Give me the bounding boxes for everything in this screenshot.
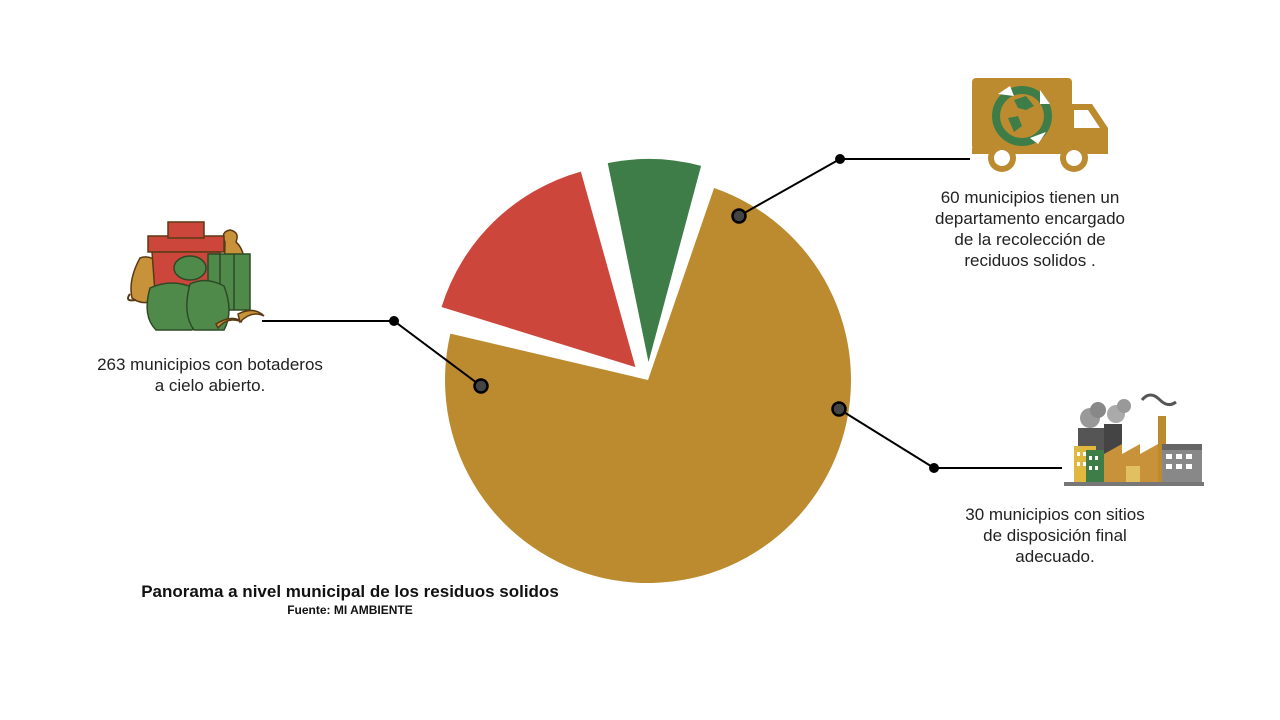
leader-recoleccion-marker <box>731 208 747 224</box>
pie-slice-recoleccion <box>441 171 636 368</box>
leader-recoleccion-joint <box>835 154 845 164</box>
pie-slice-botaderos <box>445 188 851 583</box>
recycling-truck-icon <box>972 78 1108 172</box>
factory-icon <box>1064 393 1204 486</box>
chart-title: Panorama a nivel municipal de los residu… <box>141 582 559 601</box>
chart-source: Fuente: MI AMBIENTE <box>287 603 413 617</box>
leader-disposicion-joint <box>929 463 939 473</box>
leader-botaderos-joint <box>389 316 399 326</box>
label-disposicion: 30 municipios con sitios de disposición … <box>965 505 1145 566</box>
leader-disposicion-marker <box>831 401 847 417</box>
label-recoleccion: 60 municipios tienen un departamento enc… <box>935 188 1125 270</box>
leader-botaderos <box>262 316 489 394</box>
label-botaderos: 263 municipios con botaderos a cielo abi… <box>97 355 323 395</box>
leader-disposicion <box>831 401 1062 473</box>
leader-botaderos-marker <box>473 378 489 394</box>
pie-slice-disposicion <box>607 159 702 363</box>
leader-recoleccion <box>731 154 970 224</box>
garbage-bags-icon <box>127 221 265 331</box>
